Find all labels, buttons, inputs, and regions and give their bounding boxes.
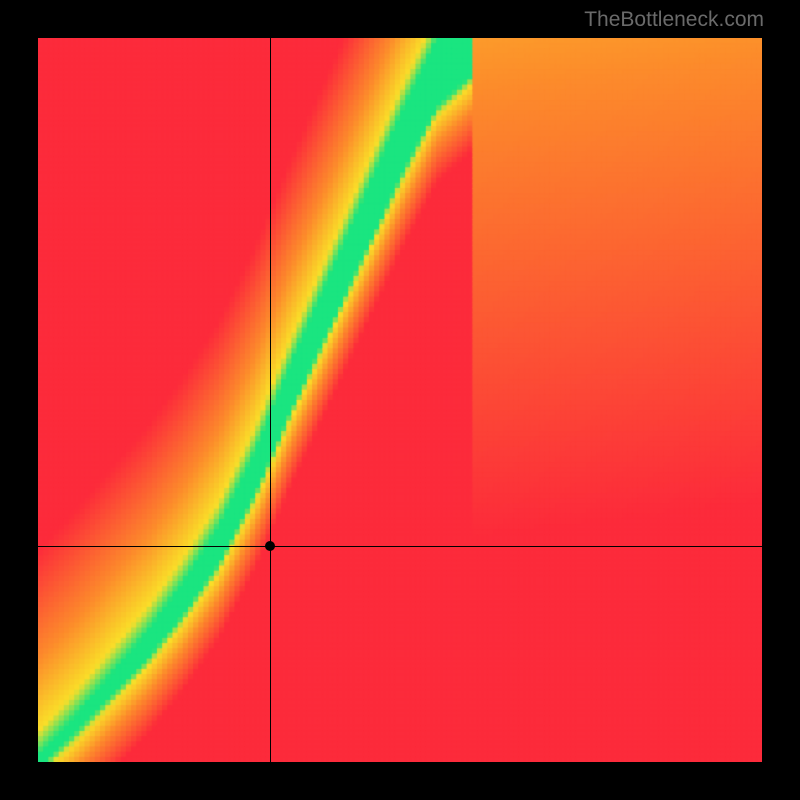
chart-container: TheBottleneck.com [0,0,800,800]
crosshair-horizontal [38,546,762,547]
crosshair-vertical [270,38,271,762]
heatmap-canvas [38,38,762,762]
data-point [265,541,275,551]
heatmap-plot [38,38,762,762]
watermark-text: TheBottleneck.com [584,8,764,32]
